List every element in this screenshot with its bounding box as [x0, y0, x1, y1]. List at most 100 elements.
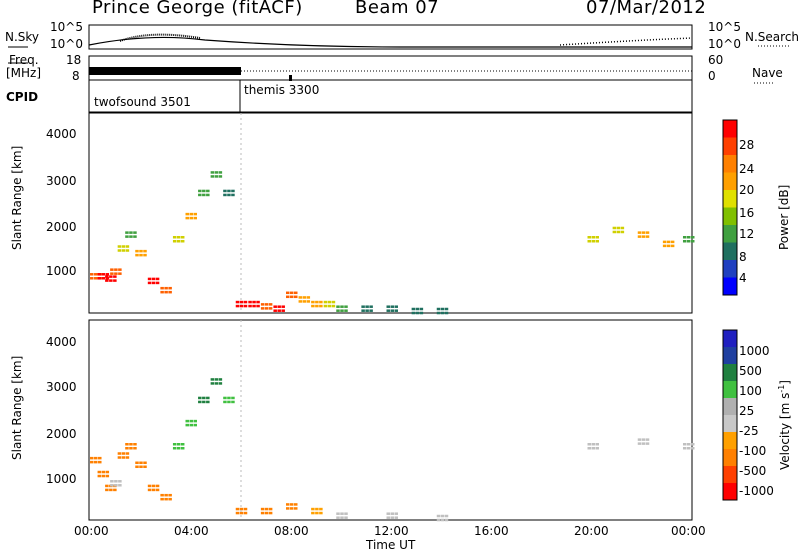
xtick-3: 12:00 [374, 524, 409, 538]
heatmap-cell [365, 305, 369, 308]
heatmap-cell [125, 456, 130, 459]
heatmap-cell [344, 516, 348, 519]
heatmap-cell [331, 304, 336, 308]
heatmap-cell [315, 507, 319, 511]
heatmap-cell [595, 240, 599, 243]
heatmap-cell [155, 281, 160, 285]
heatmap-cell [277, 309, 281, 312]
heatmap-cell [90, 460, 94, 464]
velocity-tick-7: -1000 [739, 484, 774, 498]
colorbar-segment [723, 137, 737, 156]
heatmap-cell [125, 245, 130, 248]
heatmap-cell [419, 311, 424, 315]
heatmap-cell [369, 305, 373, 308]
heatmap-cell [690, 240, 695, 243]
heatmap-cell [235, 511, 240, 515]
heatmap-cell [290, 503, 294, 506]
heatmap-cell [125, 452, 130, 455]
heatmap-cell [315, 300, 319, 304]
heatmap-cell [591, 443, 595, 446]
velocity-tick-2: 100 [739, 384, 762, 398]
heatmap-cell [620, 226, 625, 230]
heatmap-cell [440, 514, 445, 518]
heatmap-cell [361, 305, 365, 308]
heatmap-cell [268, 303, 273, 306]
tick-right-1e0: 10^0 [708, 37, 741, 51]
heatmap-cell [135, 253, 139, 257]
heatmap-cell [94, 456, 98, 460]
heatmap-cell [645, 442, 650, 445]
heatmap-cell [189, 423, 193, 427]
velocity-tick-0: 1000 [739, 344, 770, 358]
heatmap-cell [662, 240, 667, 244]
heatmap-cell [151, 281, 156, 285]
heatmap-cell [311, 507, 315, 511]
heatmap-cell [645, 231, 650, 234]
heatmap-cell [302, 296, 307, 299]
heatmap-cell [641, 231, 646, 234]
tick-left-1e0: 10^0 [50, 37, 83, 51]
heatmap-cell [690, 443, 695, 446]
colorbar-frame [722, 119, 738, 296]
heatmap-cell [311, 511, 315, 515]
heatmap-cell [129, 235, 133, 238]
heatmap-cell [290, 507, 294, 510]
freq-unit-label: [MHz] [6, 66, 42, 80]
xtick-1: 04:00 [174, 524, 209, 538]
heatmap-cell [105, 275, 109, 278]
heatmap-cell [686, 236, 691, 239]
heatmap-cell [139, 465, 143, 469]
heatmap-cell [105, 470, 110, 474]
ytick-power-2000: 2000 [46, 220, 77, 234]
heatmap-cell [210, 382, 215, 385]
heatmap-cell [168, 290, 172, 294]
velocity-marks [90, 378, 695, 522]
heatmap-cell [125, 447, 129, 450]
heatmap-cell [264, 507, 269, 511]
heatmap-cell [411, 307, 416, 311]
heatmap-cell [336, 512, 340, 515]
heatmap-cell [344, 309, 348, 312]
nsearch-line-late [559, 37, 693, 46]
power-tick-1: 24 [739, 162, 755, 176]
heatmap-cell [129, 443, 133, 446]
heatmap-cell [118, 480, 122, 483]
heatmap-cell [235, 304, 240, 308]
heatmap-cell [286, 507, 290, 510]
heatmap-cell [595, 443, 599, 446]
heatmap-cell [110, 272, 114, 275]
colorbar-segment [723, 381, 737, 399]
heatmap-cell [206, 396, 210, 400]
heatmap-cell [118, 484, 122, 487]
colorbar-segment [723, 466, 737, 484]
heatmap-cell [616, 226, 621, 230]
velocity-tick-4: -25 [739, 424, 759, 438]
colorbar-segment [723, 415, 737, 433]
ytick-velocity-2000: 2000 [46, 427, 77, 441]
colorbar-segment [723, 277, 737, 296]
beam-title: Beam 07 [355, 0, 440, 18]
heatmap-cell [315, 511, 319, 515]
date-title: 07/Mar/2012 [586, 0, 707, 18]
heatmap-cell [176, 443, 181, 446]
velocity-panel [88, 319, 693, 521]
heatmap-cell [394, 512, 398, 515]
heatmap-cell [202, 400, 206, 404]
heatmap-cell [151, 484, 156, 488]
heatmap-cell [587, 236, 591, 239]
heatmap-cell [97, 474, 102, 478]
heatmap-cell [686, 443, 691, 446]
heatmap-cell [193, 212, 197, 216]
heatmap-cell [612, 230, 617, 234]
colorbar-segment [723, 347, 737, 365]
heatmap-cell [105, 484, 109, 488]
heatmap-cell [666, 240, 671, 244]
heatmap-cell [133, 443, 137, 446]
heatmap-cell [160, 290, 164, 294]
heatmap-cell [682, 447, 687, 450]
heatmap-cell [168, 286, 172, 290]
heatmap-cell [286, 295, 290, 299]
heatmap-cell [227, 189, 231, 193]
heatmap-cell [133, 447, 137, 450]
heatmap-cell [90, 277, 94, 280]
